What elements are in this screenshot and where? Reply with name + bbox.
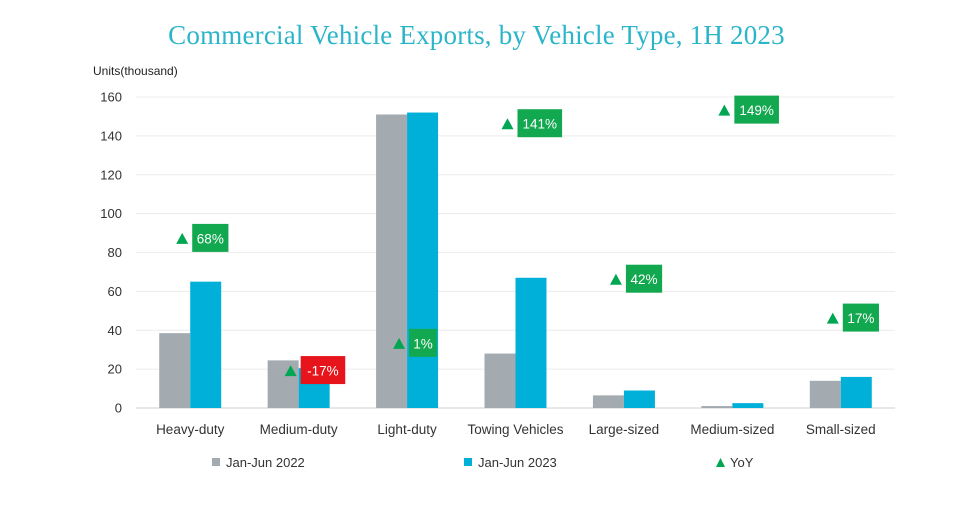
yoy-label-box xyxy=(409,328,437,357)
x-tick-label: Towing Vehicles xyxy=(467,422,563,437)
legend-label: YoY xyxy=(730,455,754,470)
x-tick-label: Large-sized xyxy=(589,422,660,437)
x-tick-label: Medium-duty xyxy=(260,422,338,437)
yoy-label: 141% xyxy=(523,117,558,132)
bar xyxy=(484,353,516,408)
yoy-label-box xyxy=(734,95,779,124)
yoy-marker xyxy=(393,337,406,349)
bar xyxy=(732,403,764,408)
y-tick-label: 0 xyxy=(115,401,122,416)
yoy-label: 1% xyxy=(413,336,433,351)
legend-swatch xyxy=(212,458,220,466)
y-tick-label: 100 xyxy=(100,206,122,221)
y-tick-label: 160 xyxy=(100,90,122,105)
bar xyxy=(809,380,841,408)
x-tick-label: Light-duty xyxy=(377,422,437,437)
y-axis-unit-label: Units(thousand) xyxy=(93,64,178,78)
bar xyxy=(190,281,222,408)
y-tick-label: 20 xyxy=(108,362,122,377)
y-tick-label: 140 xyxy=(100,128,122,143)
bar xyxy=(515,277,547,408)
bar xyxy=(267,360,299,408)
yoy-marker xyxy=(501,118,514,130)
yoy-marker xyxy=(176,232,189,244)
bar xyxy=(159,333,191,408)
yoy-marker xyxy=(826,312,839,324)
yoy-label: 42% xyxy=(631,272,658,287)
yoy-marker xyxy=(609,273,622,285)
yoy-label-box xyxy=(625,264,663,293)
yoy-label-box xyxy=(842,303,879,332)
yoy-label-box xyxy=(517,109,563,138)
yoy-marker xyxy=(284,365,297,377)
bar xyxy=(623,390,655,408)
chart-title: Commercial Vehicle Exports, by Vehicle T… xyxy=(168,20,785,50)
x-tick-label: Medium-sized xyxy=(690,422,774,437)
y-tick-label: 120 xyxy=(100,167,122,182)
yoy-label: 149% xyxy=(739,103,774,118)
y-tick-label: 40 xyxy=(108,323,122,338)
legend-swatch xyxy=(716,458,725,467)
yoy-label: 68% xyxy=(197,231,224,246)
bar xyxy=(376,114,408,409)
bar xyxy=(840,376,872,408)
yoy-marker xyxy=(718,104,731,116)
y-tick-label: 60 xyxy=(108,284,122,299)
yoy-label-box xyxy=(300,356,346,385)
x-tick-label: Heavy-duty xyxy=(156,422,225,437)
legend-swatch xyxy=(464,458,472,466)
yoy-label: -17% xyxy=(307,364,339,379)
legend-label: Jan-Jun 2023 xyxy=(478,455,557,470)
y-tick-label: 80 xyxy=(108,245,122,260)
legend-label: Jan-Jun 2022 xyxy=(226,455,305,470)
yoy-label: 17% xyxy=(847,311,874,326)
x-tick-label: Small-sized xyxy=(806,422,876,437)
yoy-label-box xyxy=(192,223,229,252)
bar xyxy=(592,395,624,408)
bar xyxy=(701,406,733,408)
bar xyxy=(407,112,439,409)
